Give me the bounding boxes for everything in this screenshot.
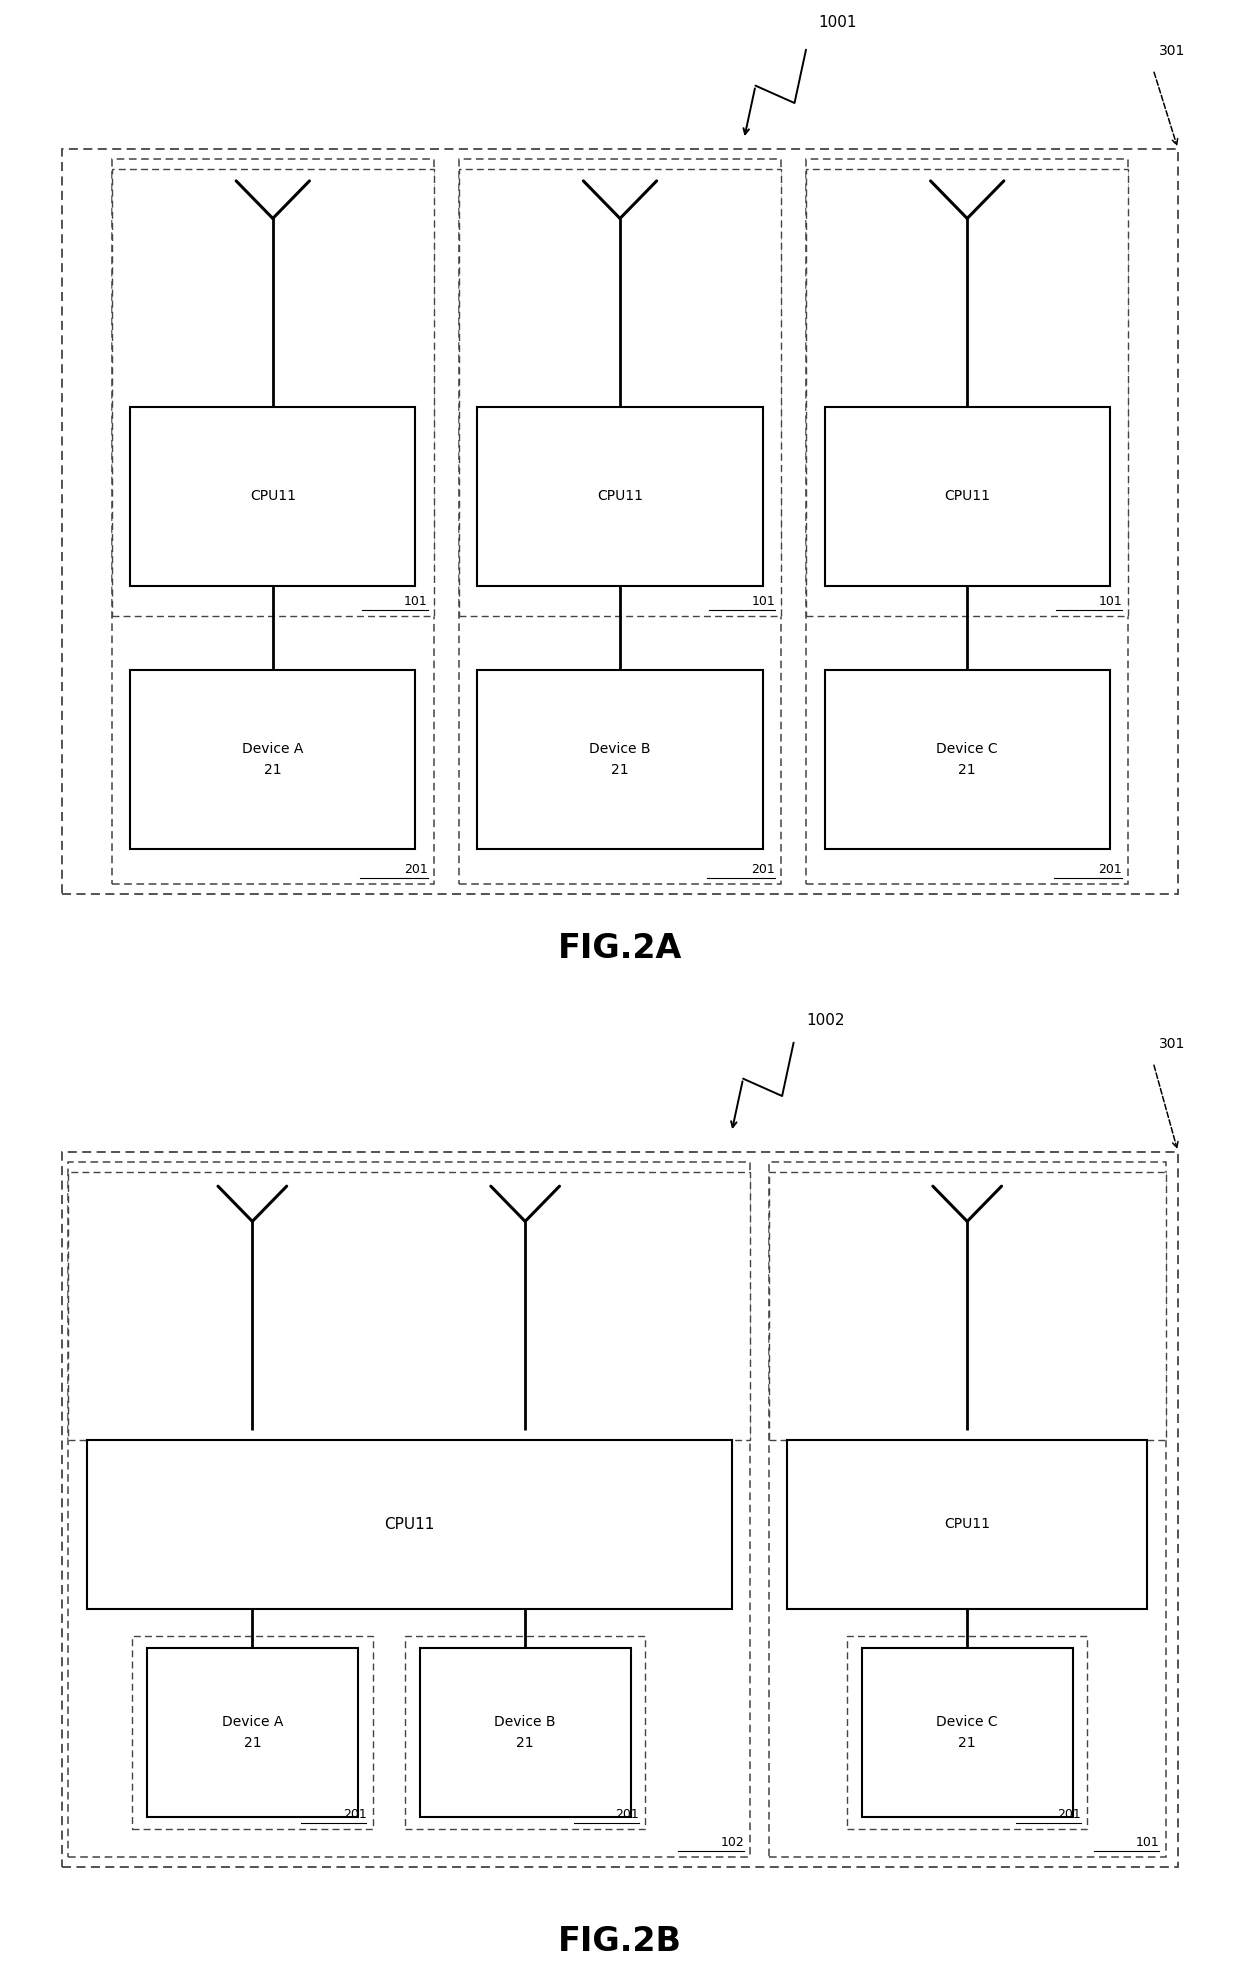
Text: 101: 101 bbox=[751, 594, 775, 608]
Text: 102: 102 bbox=[720, 1835, 744, 1849]
Bar bbox=[419, 1648, 630, 1817]
Bar bbox=[146, 1648, 357, 1817]
Bar bbox=[62, 1152, 1178, 1867]
Text: 201: 201 bbox=[1058, 1807, 1081, 1821]
Text: Device B
21: Device B 21 bbox=[495, 1716, 556, 1750]
Text: 101: 101 bbox=[1136, 1835, 1159, 1849]
Bar bbox=[62, 149, 1178, 894]
Text: 101: 101 bbox=[404, 594, 428, 608]
Text: FIG.2B: FIG.2B bbox=[558, 1924, 682, 1958]
Text: CPU11: CPU11 bbox=[944, 1517, 991, 1531]
Text: CPU11: CPU11 bbox=[596, 489, 644, 504]
Text: Device A
21: Device A 21 bbox=[242, 743, 304, 777]
Text: CPU11: CPU11 bbox=[944, 489, 991, 504]
Bar bbox=[769, 1172, 1166, 1440]
Text: FIG.2A: FIG.2A bbox=[558, 931, 682, 965]
Bar bbox=[477, 407, 763, 586]
Bar bbox=[459, 159, 781, 884]
Bar bbox=[404, 1636, 646, 1829]
Text: Device C
21: Device C 21 bbox=[936, 1716, 998, 1750]
Text: 101: 101 bbox=[1099, 594, 1122, 608]
Text: Device B
21: Device B 21 bbox=[589, 743, 651, 777]
Bar bbox=[477, 669, 763, 850]
Text: 201: 201 bbox=[751, 862, 775, 876]
Bar bbox=[787, 1440, 1147, 1609]
Text: 1001: 1001 bbox=[818, 14, 857, 30]
Bar bbox=[68, 1172, 750, 1440]
Bar bbox=[769, 1162, 1166, 1857]
Bar bbox=[68, 1162, 750, 1857]
Bar bbox=[847, 1636, 1087, 1829]
Text: 201: 201 bbox=[1099, 862, 1122, 876]
Text: 301: 301 bbox=[1159, 1037, 1185, 1051]
Bar bbox=[806, 159, 1128, 884]
Text: 1002: 1002 bbox=[806, 1013, 844, 1029]
Bar bbox=[130, 407, 415, 586]
Bar bbox=[459, 169, 781, 616]
Bar bbox=[130, 669, 415, 850]
Text: 301: 301 bbox=[1159, 44, 1185, 58]
Bar bbox=[87, 1440, 732, 1609]
Text: Device C
21: Device C 21 bbox=[936, 743, 998, 777]
Bar bbox=[806, 169, 1128, 616]
Text: 201: 201 bbox=[615, 1807, 640, 1821]
Bar bbox=[825, 407, 1110, 586]
Text: CPU11: CPU11 bbox=[384, 1517, 434, 1531]
Text: 201: 201 bbox=[342, 1807, 367, 1821]
Text: Device A
21: Device A 21 bbox=[222, 1716, 283, 1750]
Bar bbox=[112, 169, 434, 616]
Bar bbox=[112, 159, 434, 884]
Text: CPU11: CPU11 bbox=[249, 489, 296, 504]
Bar bbox=[131, 1636, 372, 1829]
Bar bbox=[825, 669, 1110, 850]
Bar bbox=[862, 1648, 1073, 1817]
Text: 201: 201 bbox=[404, 862, 428, 876]
